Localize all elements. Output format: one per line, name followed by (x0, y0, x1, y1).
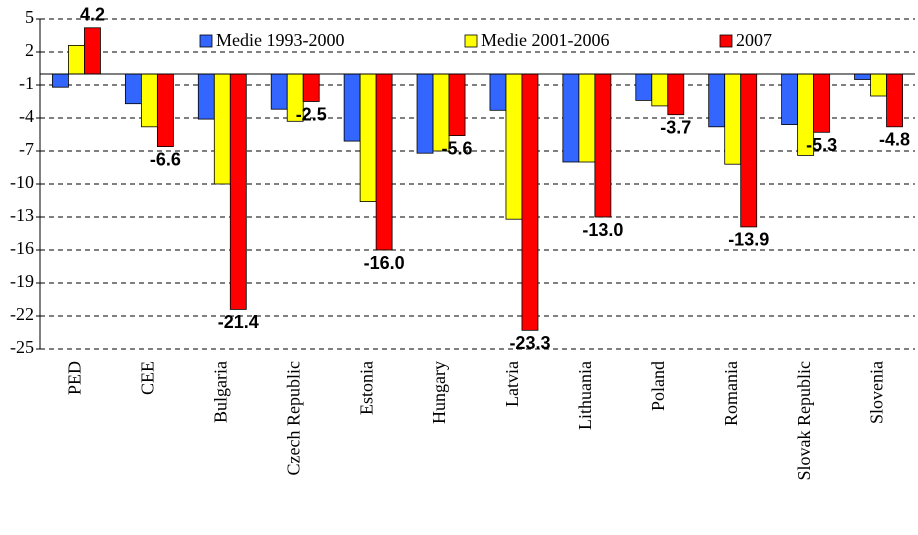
legend-swatch (199, 34, 213, 48)
bar (854, 73, 871, 80)
x-tick-label: Estonia (356, 361, 376, 415)
x-tick-label: Lithuania (575, 361, 595, 430)
y-tick-label: -16 (10, 238, 34, 258)
bar (886, 73, 903, 128)
bar (302, 73, 320, 102)
bar (651, 73, 669, 107)
bar (343, 73, 361, 142)
bar (124, 73, 142, 105)
x-tick-label: Slovenia (867, 361, 887, 424)
bar (594, 73, 612, 218)
bar (416, 73, 434, 154)
value-label: -2.5 (296, 104, 327, 124)
x-tick-label: PED (65, 361, 85, 395)
bar (213, 73, 231, 185)
bar (375, 73, 393, 251)
value-label: -5.3 (806, 135, 837, 155)
bar (197, 73, 215, 120)
y-tick-label: 5 (25, 7, 34, 27)
bar (708, 73, 726, 128)
y-tick-label: -1 (19, 73, 34, 93)
bar (505, 73, 523, 220)
value-label: -3.7 (660, 117, 691, 137)
bar (740, 73, 758, 228)
bar (521, 73, 539, 331)
value-label: -4.8 (879, 130, 910, 150)
x-tick-label: CEE (138, 361, 158, 395)
value-label: -13.9 (728, 230, 769, 250)
value-label: -23.3 (509, 333, 550, 353)
x-tick-label: Hungary (429, 361, 449, 424)
bar (84, 27, 101, 75)
y-tick-label: 2 (25, 40, 34, 60)
bar (781, 73, 799, 125)
bar (140, 73, 158, 128)
y-tick-label: -10 (10, 172, 34, 192)
value-label: -16.0 (364, 253, 405, 273)
x-tick-label: Romania (721, 361, 741, 426)
x-tick-label: Poland (648, 361, 668, 411)
bar (635, 73, 653, 101)
bar (870, 73, 887, 97)
value-label: 4.2 (80, 5, 105, 25)
bar (448, 73, 466, 136)
bar (489, 73, 507, 111)
bar (359, 73, 377, 202)
x-tick-label: Bulgaria (210, 361, 230, 423)
bar (270, 73, 288, 110)
value-label: -5.6 (442, 138, 473, 158)
legend-label: Medie 2001-2006 (481, 30, 609, 50)
y-tick-label: -22 (10, 304, 34, 324)
y-tick-label: -13 (10, 205, 34, 225)
legend-swatch (464, 34, 478, 48)
bar (229, 73, 247, 310)
bar (578, 73, 596, 163)
bar (52, 73, 69, 88)
y-tick-label: -25 (10, 337, 34, 357)
value-label: -13.0 (582, 220, 623, 240)
bar (813, 73, 831, 133)
bar (68, 45, 85, 75)
value-label: -21.4 (218, 312, 259, 332)
legend-label: 2007 (736, 30, 772, 50)
bar (667, 73, 685, 116)
y-tick-label: -19 (10, 271, 34, 291)
x-tick-label: Czech Republic (283, 361, 303, 475)
bar (562, 73, 580, 163)
legend-swatch (719, 34, 733, 48)
x-tick-label: Slovak Republic (794, 361, 814, 481)
y-tick-label: -4 (19, 106, 34, 126)
value-label: -6.6 (150, 149, 181, 169)
bar (156, 73, 174, 147)
x-tick-label: Latvia (502, 361, 522, 407)
y-tick-label: -7 (19, 139, 34, 159)
bar (724, 73, 742, 165)
legend-label: Medie 1993-2000 (216, 30, 344, 50)
